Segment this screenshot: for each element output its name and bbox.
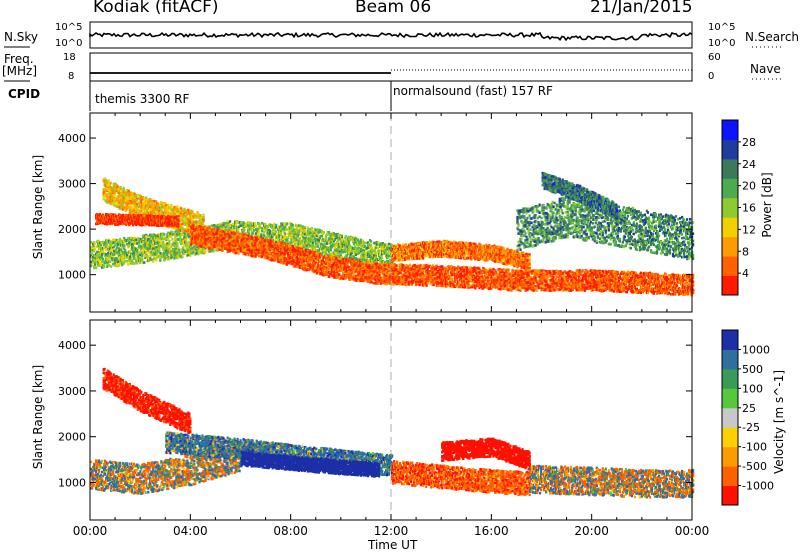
power-colorbar-segment <box>722 217 738 238</box>
power-colorbar-segment <box>722 178 738 199</box>
freq-label: Freq. <box>4 52 34 66</box>
power-colorbar-segment <box>722 139 738 160</box>
nsky-trace <box>89 31 693 42</box>
x-tick-label: 16:00 <box>474 524 509 538</box>
time-axis-label: Time UT <box>368 538 417 552</box>
power-colorbar-segment <box>722 236 738 257</box>
velocity-echo-band-3 <box>240 450 381 478</box>
freq-tick-high: 18 <box>63 52 76 63</box>
nsky-label: N.Sky <box>4 30 38 44</box>
cpid-segment-1: themis 3300 RF <box>95 92 189 106</box>
power-heatmap <box>90 171 695 297</box>
freq-panel-frame <box>89 52 693 82</box>
station-title: Kodiak (fitACF) <box>93 0 219 17</box>
colorbar-tick-label: -100 <box>742 441 767 454</box>
power-echo-band-6 <box>541 171 619 220</box>
x-tick-label: 04:00 <box>173 524 208 538</box>
velocity-colorbar-segment <box>722 427 738 448</box>
velocity-colorbar-segment <box>722 349 738 370</box>
power-colorbar-segment <box>722 158 738 179</box>
power-colorbar-segment <box>722 256 738 277</box>
y-tick-label: 2000 <box>58 431 86 444</box>
velocity-colorbar-segment <box>722 466 738 487</box>
velocity-colorbar-segment <box>722 330 738 350</box>
velocity-colorbar-segment <box>722 407 738 428</box>
colorbar-tick-label: -25 <box>742 421 760 434</box>
velocity-heatmap <box>90 367 695 499</box>
x-tick-label: 00:00 <box>73 524 108 538</box>
colorbar-tick-label: -500 <box>742 460 767 473</box>
velocity-colorbar-segment <box>722 368 738 389</box>
power-echo-band-4 <box>391 239 531 272</box>
beam-title: Beam 06 <box>355 0 431 17</box>
colorbar-tick-label: 24 <box>742 158 756 171</box>
nave-tick-high: 60 <box>708 52 721 63</box>
colorbar-tick-label: 12 <box>742 223 756 236</box>
x-tick-label: 08:00 <box>273 524 308 538</box>
y-tick-label: 4000 <box>58 339 86 352</box>
velocity-colorbar-segment <box>722 485 738 506</box>
colorbar-tick-label: 4 <box>742 267 749 280</box>
colorbar-tick-label: 28 <box>742 136 756 149</box>
power-echo-band-5 <box>516 195 695 261</box>
nsearch-tick-high: 10^5 <box>708 22 735 33</box>
colorbar-tick-label: 25 <box>742 402 756 415</box>
nave-label: Nave <box>750 62 781 76</box>
x-tick-label: 00:00 <box>675 524 710 538</box>
freq-unit: [MHz] <box>2 64 37 78</box>
colorbar-tick-label: -1000 <box>742 480 774 493</box>
colorbar-tick-label: 8 <box>742 245 749 258</box>
power-echo-band-2 <box>102 177 205 239</box>
nsky-tick-low: 10^0 <box>55 38 82 49</box>
nsky-tick-high: 10^5 <box>55 22 82 33</box>
velocity-echo-band-5 <box>441 437 531 471</box>
velocity-colorbar-segment <box>722 388 738 409</box>
colorbar-tick-label: 500 <box>742 363 763 376</box>
colorbar-tick-label: 100 <box>742 382 763 395</box>
y-tick-label: 1000 <box>58 476 86 489</box>
power-colorbar-segment <box>722 197 738 218</box>
nsearch-label: N.Search <box>745 30 799 44</box>
x-tick-label: 12:00 <box>374 524 409 538</box>
cpid-segment-2: normalsound (fast) 157 RF <box>393 84 553 98</box>
colorbar-tick-label: 16 <box>742 202 756 215</box>
y-tick-label: 4000 <box>58 132 86 145</box>
velocity-echo-band-6 <box>529 464 695 499</box>
velocity-echo-band-4 <box>391 460 531 497</box>
freq-tick-low: 8 <box>68 71 74 82</box>
velocity-colorbar-frame <box>721 329 739 506</box>
colorbar-tick-label: 1000 <box>742 343 770 356</box>
nave-tick-low: 0 <box>708 71 714 82</box>
power-echo-band-7 <box>95 212 180 228</box>
y-tick-label: 2000 <box>58 223 86 236</box>
power-colorbar-segment <box>722 120 738 140</box>
colorbar-tick-label: 20 <box>742 180 756 193</box>
x-tick-label: 20:00 <box>574 524 609 538</box>
y-tick-label: 3000 <box>58 178 86 191</box>
date-title: 21/Jan/2015 <box>590 0 693 17</box>
power-colorbar-segment <box>722 275 738 296</box>
cpid-label: CPID <box>8 87 40 101</box>
nsearch-tick-low: 10^0 <box>708 38 735 49</box>
y-tick-label: 1000 <box>58 269 86 282</box>
power-echo-band-3 <box>190 224 695 297</box>
velocity-echo-band-7 <box>102 367 192 435</box>
velocity-colorbar-segment <box>722 446 738 467</box>
y-tick-label: 3000 <box>58 385 86 398</box>
power-echo-band-1 <box>90 220 394 272</box>
